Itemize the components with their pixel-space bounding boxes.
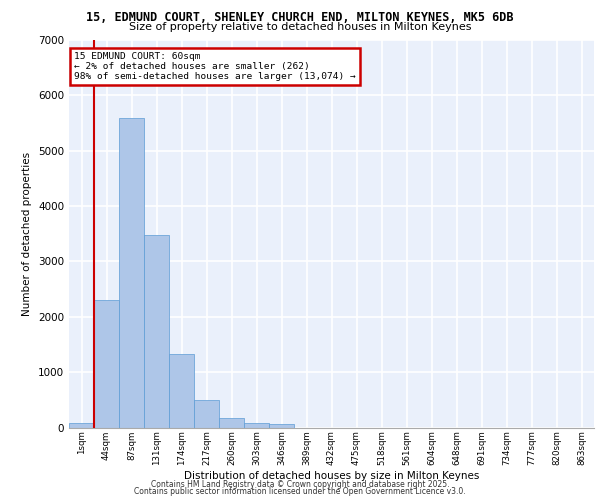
Bar (269, 424, 294, 428)
Bar (69, 423, 94, 428)
Y-axis label: Number of detached properties: Number of detached properties (22, 152, 32, 316)
Text: Contains public sector information licensed under the Open Government Licence v3: Contains public sector information licen… (134, 487, 466, 496)
Bar (244, 422, 269, 428)
Text: Size of property relative to detached houses in Milton Keynes: Size of property relative to detached ho… (129, 22, 471, 32)
Bar (219, 418, 244, 428)
X-axis label: Distribution of detached houses by size in Milton Keynes: Distribution of detached houses by size … (184, 470, 479, 480)
Text: 15 EDMUND COURT: 60sqm
← 2% of detached houses are smaller (262)
98% of semi-det: 15 EDMUND COURT: 60sqm ← 2% of detached … (74, 52, 356, 82)
Text: Contains HM Land Registry data © Crown copyright and database right 2025.: Contains HM Land Registry data © Crown c… (151, 480, 449, 489)
Bar (169, 354, 194, 428)
Bar (194, 400, 219, 427)
Bar (144, 236, 169, 428)
Bar (94, 300, 119, 428)
Bar (119, 118, 144, 428)
Text: 15, EDMUND COURT, SHENLEY CHURCH END, MILTON KEYNES, MK5 6DB: 15, EDMUND COURT, SHENLEY CHURCH END, MI… (86, 11, 514, 24)
